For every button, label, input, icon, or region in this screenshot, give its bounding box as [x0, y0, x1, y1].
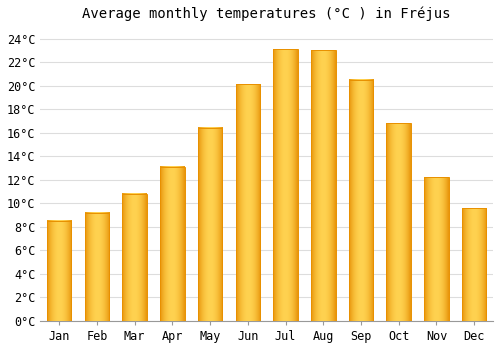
Bar — [274, 49, 298, 321]
Bar — [47, 221, 72, 321]
Bar — [311, 50, 336, 321]
Bar — [462, 208, 486, 321]
Title: Average monthly temperatures (°C ) in Fréjus: Average monthly temperatures (°C ) in Fr… — [82, 7, 451, 21]
Bar — [236, 84, 260, 321]
Bar — [386, 123, 411, 321]
Bar — [122, 194, 147, 321]
Bar — [160, 167, 184, 321]
Bar — [348, 80, 374, 321]
Bar — [424, 177, 448, 321]
Bar — [198, 128, 222, 321]
Bar — [84, 213, 109, 321]
